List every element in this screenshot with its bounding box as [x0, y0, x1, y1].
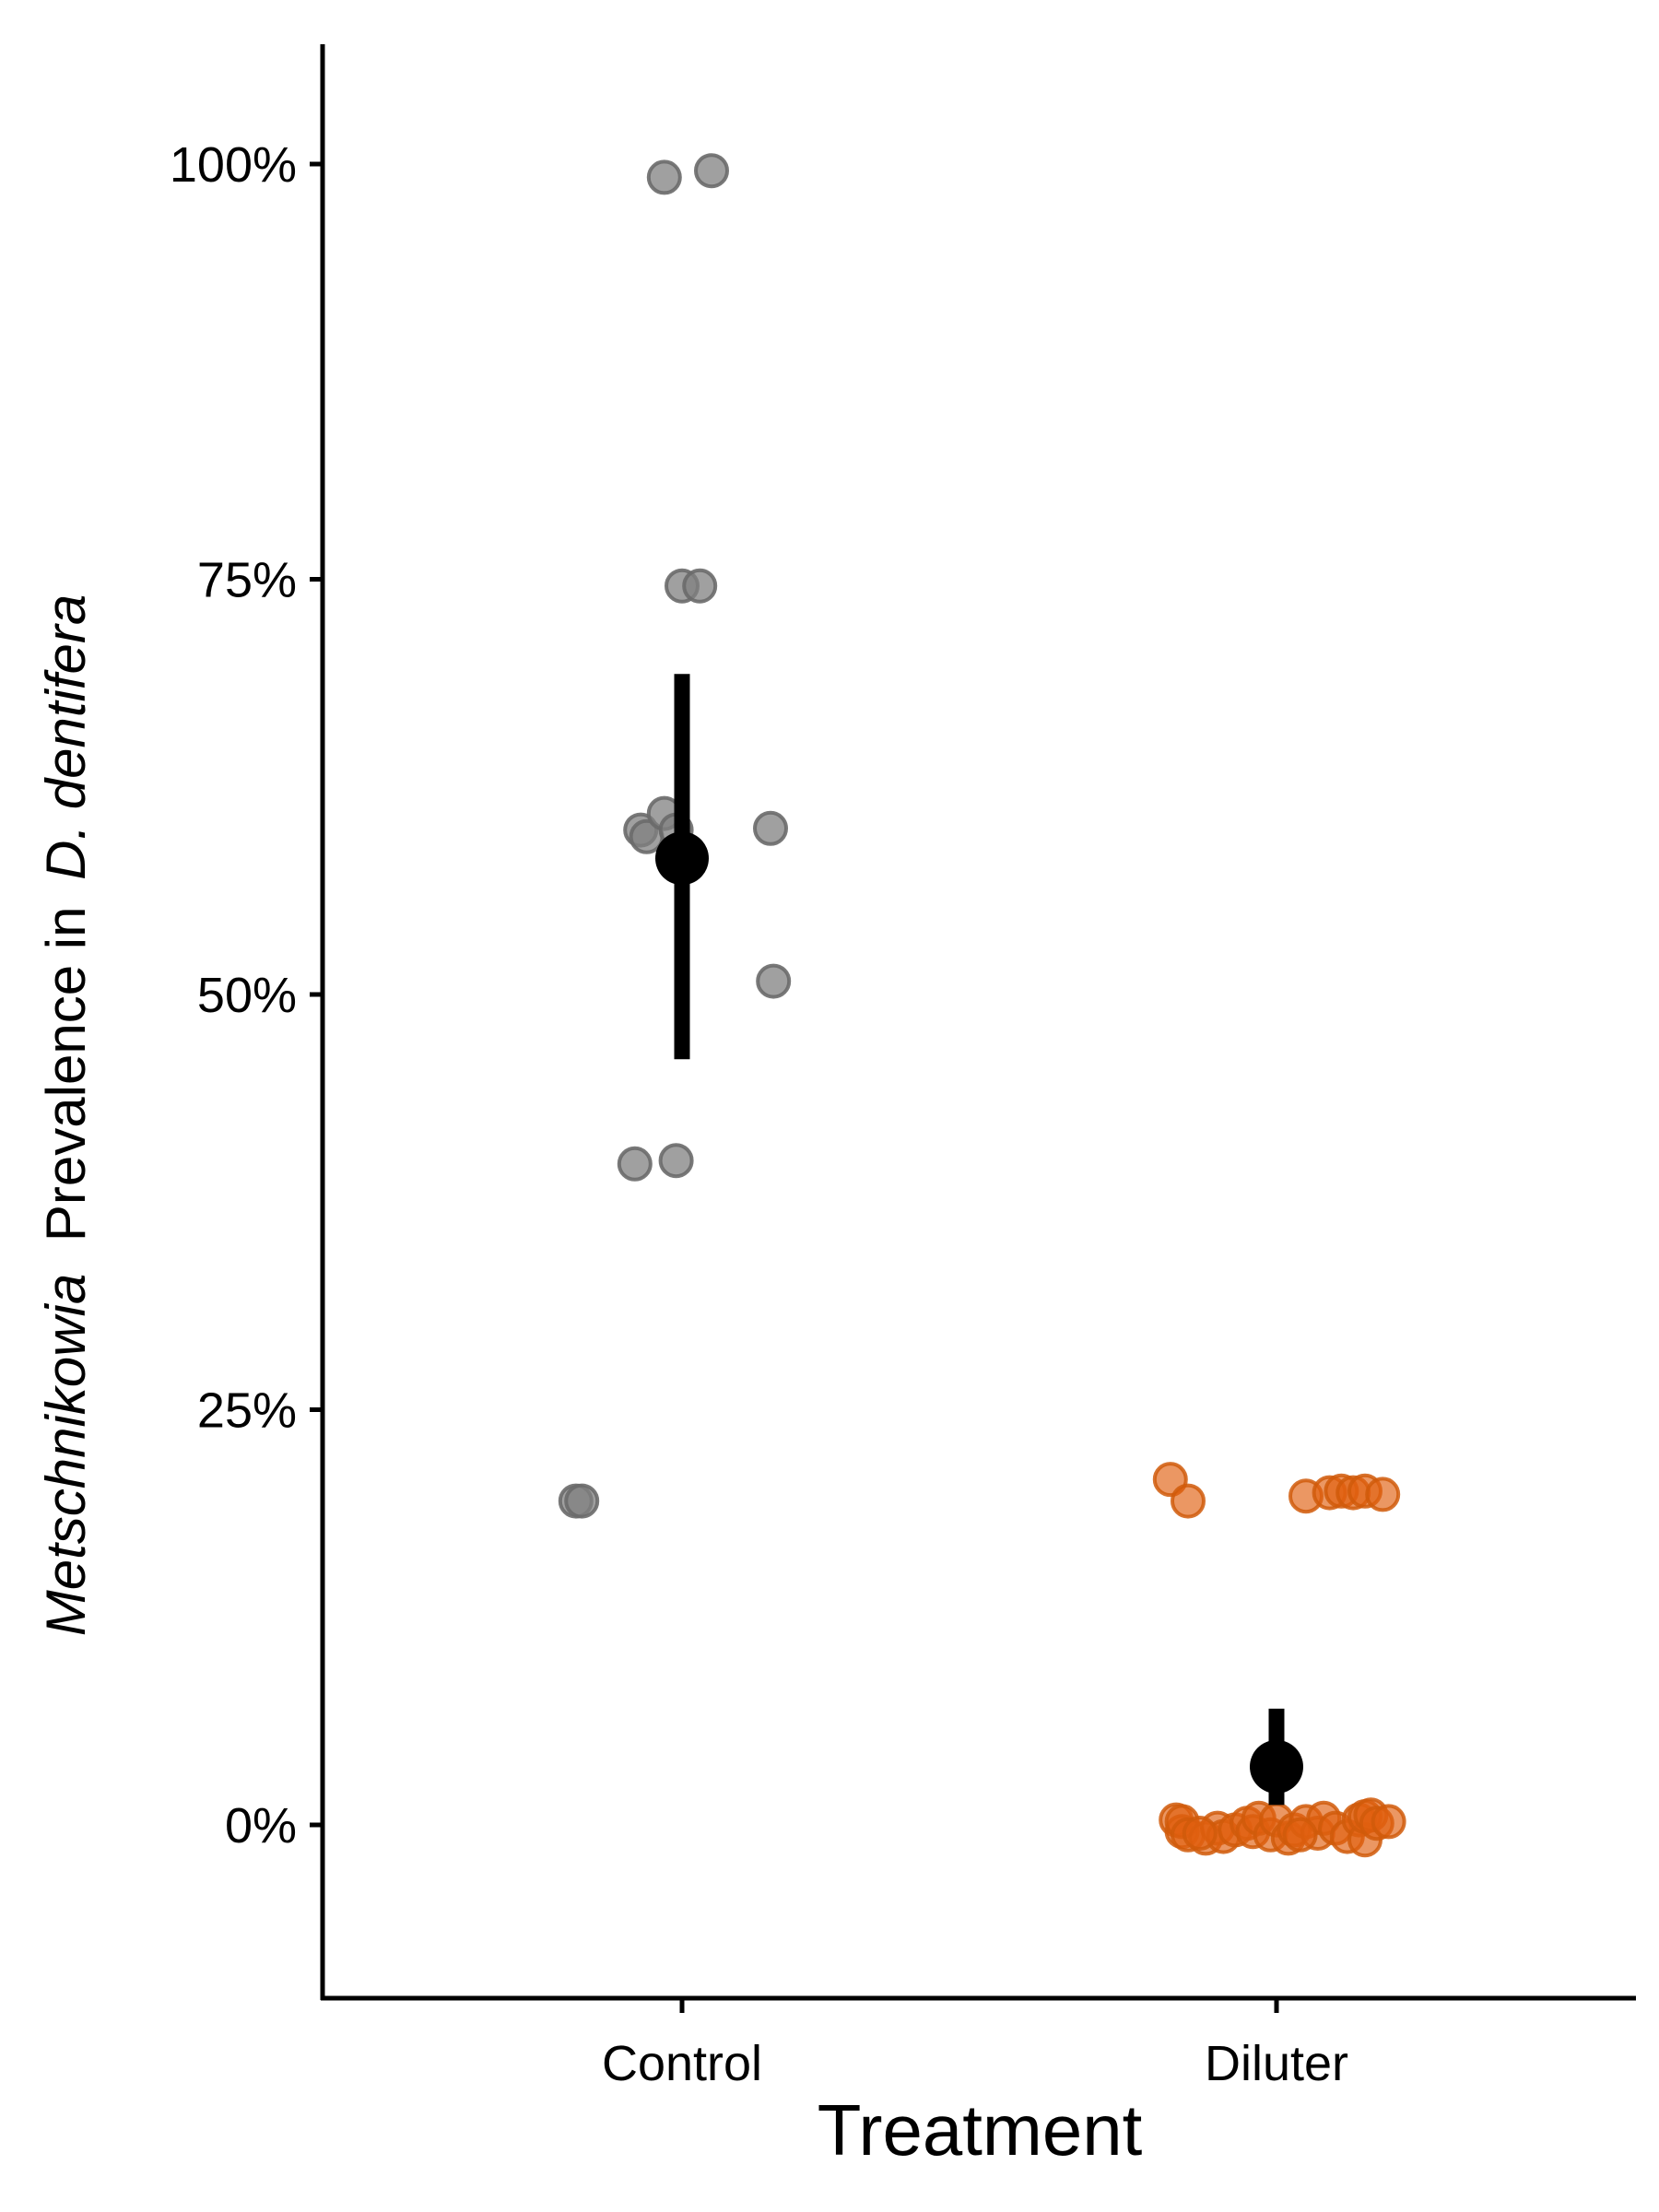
data-point-control: [694, 153, 729, 189]
data-point-control: [756, 963, 792, 999]
x-axis-ticks: Control Diluter: [602, 2000, 1348, 2091]
y-axis-title-italic-1: Metschnikowia: [35, 1274, 97, 1637]
y-axis-ticks: 0% 25% 50% 75% 100%: [170, 137, 323, 1853]
data-point-control: [564, 1483, 600, 1519]
data-point-control: [658, 1143, 694, 1179]
y-axis-title: Metschnikowia Prevalence in D. dentifera: [35, 594, 97, 1637]
y-tick-label: 75%: [197, 553, 297, 608]
mean-point-control: [655, 831, 709, 886]
data-point-diluter: [1365, 1477, 1401, 1512]
data-point-control: [682, 568, 718, 604]
summary-marks: [655, 674, 1303, 1806]
y-axis-title-italic-2: D. dentifera: [35, 594, 97, 880]
y-tick-label: 25%: [197, 1383, 297, 1439]
data-point-diluter: [1171, 1483, 1206, 1519]
x-axis-title: Treatment: [818, 2089, 1143, 2171]
x-tick-label: Control: [602, 2036, 762, 2091]
y-axis-title-plain: Prevalence in: [35, 907, 97, 1242]
x-tick-label: Diluter: [1205, 2036, 1348, 2091]
data-points: [558, 153, 1406, 1858]
data-point-control: [753, 810, 788, 846]
data-point-diluter: [1182, 1816, 1218, 1852]
data-point-diluter: [1282, 1817, 1318, 1853]
y-tick-label: 50%: [197, 968, 297, 1023]
y-tick-label: 100%: [170, 137, 297, 193]
mean-point-diluter: [1250, 1739, 1303, 1794]
data-point-control: [646, 159, 682, 195]
data-point-diluter: [1371, 1804, 1406, 1840]
y-tick-label: 0%: [225, 1798, 297, 1853]
data-point-control: [617, 1146, 653, 1182]
